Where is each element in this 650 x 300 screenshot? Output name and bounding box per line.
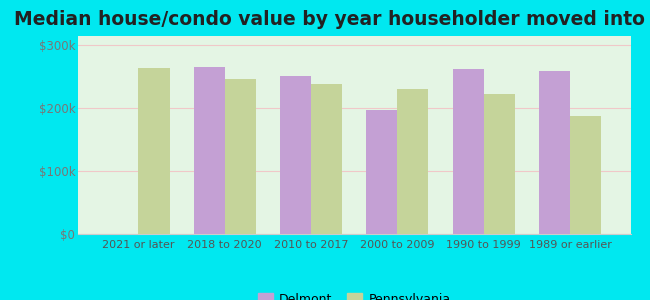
Bar: [367, 110, 397, 234]
Bar: [484, 94, 515, 234]
Bar: [280, 76, 311, 234]
Bar: [311, 84, 342, 234]
Legend: Delmont, Pennsylvania: Delmont, Pennsylvania: [253, 288, 456, 300]
Bar: [539, 70, 570, 234]
Bar: [225, 79, 256, 234]
Bar: [397, 89, 428, 234]
Bar: [194, 68, 225, 234]
Bar: [452, 69, 484, 234]
Title: Median house/condo value by year householder moved into unit: Median house/condo value by year househo…: [14, 10, 650, 29]
Bar: [570, 116, 601, 234]
Bar: [138, 68, 170, 234]
